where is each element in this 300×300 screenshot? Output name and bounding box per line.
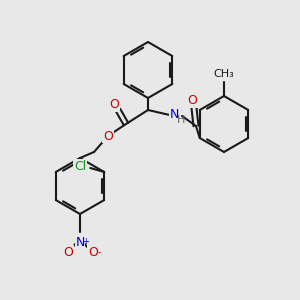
Text: O: O	[88, 245, 98, 259]
Text: N: N	[169, 107, 179, 121]
Text: O: O	[187, 94, 197, 107]
Text: Cl: Cl	[74, 160, 86, 172]
Text: O: O	[103, 130, 113, 142]
Text: -: -	[97, 247, 101, 257]
Text: CH₃: CH₃	[214, 69, 234, 79]
Text: O: O	[63, 245, 73, 259]
Text: +: +	[82, 238, 89, 247]
Text: H: H	[177, 115, 185, 125]
Text: O: O	[109, 98, 119, 112]
Text: N: N	[75, 236, 85, 248]
